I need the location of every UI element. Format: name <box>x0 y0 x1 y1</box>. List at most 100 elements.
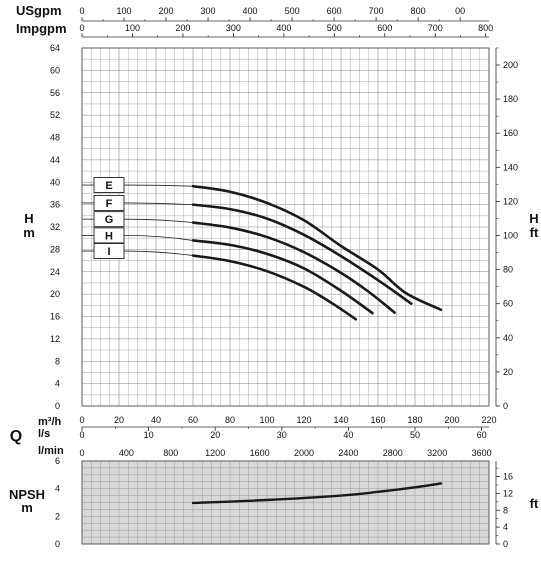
npsh-curve-line <box>191 482 443 505</box>
m3h-tick-label: 200 <box>444 415 459 425</box>
lmin-tick-label: 2000 <box>294 448 314 458</box>
lmin-tick-label: 3200 <box>427 448 447 458</box>
curve-label-h: H <box>105 230 113 242</box>
curve-label-g: G <box>105 214 114 226</box>
left-h-tick-label: 0 <box>55 401 60 411</box>
curve-label-box-i <box>93 243 125 260</box>
curve-label-e: E <box>105 180 112 192</box>
q-symbol-label: Q <box>10 428 22 445</box>
curve-i: I <box>82 243 358 321</box>
left-h-tick-label: 52 <box>50 110 60 120</box>
curve-e: E <box>82 177 443 312</box>
m3h-tick-label: 100 <box>259 415 274 425</box>
lmin-tick-label: 2800 <box>383 448 403 458</box>
impgpm-tick-label: 300 <box>226 23 241 33</box>
curve-line-h <box>191 239 374 315</box>
curve-label-i: I <box>107 246 110 258</box>
lmin-tick-label: 2400 <box>338 448 358 458</box>
curve-label-box-f <box>93 194 125 211</box>
impgpm-tick-label: 600 <box>377 23 392 33</box>
left-h-tick-label: 60 <box>50 65 60 75</box>
usgpm-tick-label: 300 <box>201 6 216 16</box>
m3h-tick-label: 220 <box>481 415 496 425</box>
m3h-unit-label: m³/h <box>38 416 62 428</box>
curve-lead-line <box>123 218 194 223</box>
curve-label-box-e <box>93 177 125 193</box>
curve-lead-line <box>123 184 194 187</box>
curve-g: G <box>82 211 396 314</box>
impgpm-tick-label: 500 <box>327 23 342 33</box>
usgpm-tick-label: 200 <box>159 6 174 16</box>
impgpm-tick-label: 400 <box>276 23 291 33</box>
curve-line-g <box>191 221 396 314</box>
main-plot-grid <box>81 47 490 407</box>
m3h-tick-label: 20 <box>114 415 124 425</box>
curve-label-box-h <box>93 227 125 244</box>
impgpm-tick-label: 100 <box>125 23 140 33</box>
m3h-tick-label: 60 <box>188 415 198 425</box>
main-plot-frame <box>81 47 490 407</box>
impgpm-unit-label: Impgpm <box>16 21 67 36</box>
curve-label-box-g <box>93 211 125 228</box>
right-ft-tick-label: 140 <box>503 162 518 172</box>
npsh-ft-tick-label: 16 <box>503 472 513 482</box>
impgpm-tick-label: 0 <box>79 23 84 33</box>
left-h-tick-label: 32 <box>50 222 60 232</box>
curve-line-i <box>191 254 358 321</box>
right-ft-tick-label: 200 <box>503 60 518 70</box>
usgpm-tick-label: 100 <box>117 6 132 16</box>
right-ft-tick-label: 100 <box>503 231 518 241</box>
usgpm-tick-label: 800 <box>411 6 426 16</box>
ls-tick-label: 30 <box>277 430 287 440</box>
left-h-tick-label: 8 <box>55 356 60 366</box>
left-h-tick-label: 16 <box>50 312 60 322</box>
npsh-ft-unit-label: ft <box>530 496 539 511</box>
npsh-m-tick-label: 4 <box>55 484 60 494</box>
right-ft-tick-label: 20 <box>503 367 513 377</box>
left-h-tick-label: 12 <box>50 334 60 344</box>
usgpm-tick-label: 0 <box>79 6 84 16</box>
impgpm-tick-label: 700 <box>428 23 443 33</box>
m3h-tick-label: 120 <box>296 415 311 425</box>
lmin-tick-label: 0 <box>79 448 84 458</box>
ls-tick-label: 10 <box>144 430 154 440</box>
usgpm-unit-label: USgpm <box>16 3 62 18</box>
curve-line-f <box>191 203 413 305</box>
usgpm-tick-label: 400 <box>243 6 258 16</box>
right-ft-tick-label: 60 <box>503 299 513 309</box>
lmin-tick-label: 400 <box>119 448 134 458</box>
lmin-tick-label: 1600 <box>250 448 270 458</box>
curve-lead-line <box>123 202 194 206</box>
usgpm-tick-label: 600 <box>327 6 342 16</box>
impgpm-tick-label: 200 <box>175 23 190 33</box>
impgpm-tick-label: 800 <box>478 23 493 33</box>
right-ft-tick-label: 40 <box>503 333 513 343</box>
npsh-ft-tick-label: 0 <box>503 539 508 549</box>
left-h-tick-label: 20 <box>50 289 60 299</box>
npsh-m-tick-label: 0 <box>55 539 60 549</box>
curve-lead-line <box>123 250 194 256</box>
right-ft-tick-label: 160 <box>503 128 518 138</box>
curve-f: F <box>82 194 413 305</box>
right-ft-tick-label: 120 <box>503 196 518 206</box>
left-h-tick-label: 40 <box>50 177 60 187</box>
ls-tick-label: 0 <box>79 430 84 440</box>
left-h-tick-label: 44 <box>50 155 60 165</box>
npsh-plot-frame <box>81 460 490 545</box>
right-ft-tick-label: 180 <box>503 94 518 104</box>
lmin-tick-label: 3600 <box>472 448 492 458</box>
m3h-tick-label: 40 <box>151 415 161 425</box>
usgpm-tick-label: 700 <box>369 6 384 16</box>
left-h-tick-label: 4 <box>55 379 60 389</box>
npsh-ft-tick-label: 4 <box>503 522 508 532</box>
left-h-tick-label: 36 <box>50 200 60 210</box>
right-ft-tick-label: 80 <box>503 265 513 275</box>
curve-label-f: F <box>106 198 113 210</box>
right-ft-tick-label: 0 <box>503 401 508 411</box>
curve-lead-line <box>123 234 194 241</box>
npsh-ft-tick-label: 12 <box>503 488 513 498</box>
curve-line-e <box>191 184 443 312</box>
